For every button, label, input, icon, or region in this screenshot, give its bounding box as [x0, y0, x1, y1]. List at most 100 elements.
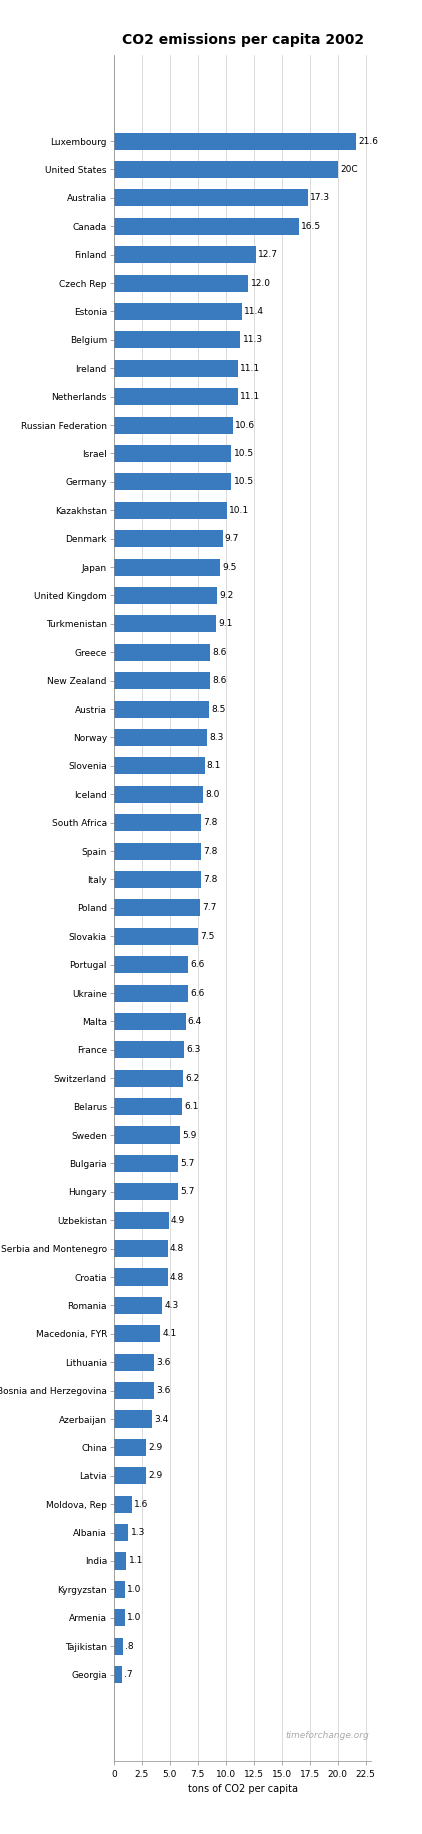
Bar [114, 246, 256, 264]
Text: 8.5: 8.5 [211, 704, 226, 713]
Text: 6.6: 6.6 [190, 961, 204, 968]
Bar [114, 1524, 128, 1541]
Bar [114, 275, 248, 292]
Bar [114, 1069, 183, 1088]
Bar [114, 389, 238, 405]
Text: 4.3: 4.3 [164, 1300, 179, 1309]
Bar [114, 332, 241, 348]
Bar [114, 1552, 126, 1570]
Text: .7: .7 [124, 1671, 133, 1680]
Bar [114, 446, 231, 462]
Text: 7.8: 7.8 [203, 847, 218, 855]
Bar [114, 1042, 184, 1058]
Text: 5.7: 5.7 [180, 1187, 195, 1196]
Bar [114, 161, 338, 178]
Bar [114, 218, 299, 235]
Bar [114, 757, 205, 774]
Text: 9.5: 9.5 [222, 563, 237, 572]
Text: 11.3: 11.3 [243, 336, 263, 345]
Bar [114, 473, 231, 490]
Bar [114, 814, 201, 831]
Text: 7.8: 7.8 [203, 818, 218, 827]
Text: 8.0: 8.0 [206, 790, 220, 800]
Bar [114, 1410, 152, 1427]
Text: 17.3: 17.3 [310, 193, 330, 202]
Bar [114, 587, 217, 603]
Bar [114, 1126, 180, 1144]
Text: 10.5: 10.5 [234, 449, 254, 458]
Text: 3.6: 3.6 [157, 1387, 171, 1396]
Text: 10.1: 10.1 [229, 506, 249, 515]
Bar [114, 899, 200, 917]
Bar [114, 671, 210, 690]
Text: 4.9: 4.9 [171, 1216, 185, 1225]
Bar [114, 1099, 182, 1115]
Bar [114, 728, 207, 746]
Text: 6.6: 6.6 [190, 989, 204, 998]
Text: 10.6: 10.6 [235, 420, 255, 429]
Text: timeforchange.org: timeforchange.org [285, 1731, 369, 1740]
Text: 12.7: 12.7 [258, 249, 279, 259]
Bar [114, 416, 233, 433]
Text: 7.8: 7.8 [203, 875, 218, 884]
Text: 1.6: 1.6 [134, 1500, 149, 1509]
Text: 6.4: 6.4 [188, 1016, 202, 1025]
Text: 5.7: 5.7 [180, 1159, 195, 1168]
Text: 11.1: 11.1 [241, 392, 260, 402]
Text: 20C: 20C [340, 165, 358, 174]
Bar [114, 1638, 123, 1654]
Text: 11.1: 11.1 [241, 363, 260, 372]
Text: 6.3: 6.3 [187, 1045, 201, 1055]
Text: 7.5: 7.5 [200, 932, 214, 941]
Text: 16.5: 16.5 [301, 222, 321, 231]
Text: 7.7: 7.7 [203, 904, 217, 911]
X-axis label: tons of CO2 per capita: tons of CO2 per capita [188, 1784, 298, 1794]
Text: 8.3: 8.3 [209, 734, 223, 743]
Text: 10.5: 10.5 [234, 477, 254, 486]
Bar [114, 1269, 168, 1286]
Bar [114, 1240, 168, 1256]
Bar [114, 559, 220, 576]
Bar [114, 1467, 146, 1484]
Text: 6.1: 6.1 [184, 1102, 199, 1111]
Text: 4.8: 4.8 [170, 1273, 184, 1282]
Bar [114, 1326, 160, 1342]
Bar [114, 871, 201, 888]
Text: 21.6: 21.6 [358, 136, 378, 145]
Text: 3.4: 3.4 [154, 1414, 168, 1423]
Text: 2.9: 2.9 [149, 1471, 163, 1480]
Text: 4.1: 4.1 [162, 1330, 176, 1339]
Bar [114, 1383, 154, 1399]
Title: CO2 emissions per capita 2002: CO2 emissions per capita 2002 [122, 33, 364, 48]
Text: .8: .8 [125, 1641, 134, 1651]
Bar [114, 1581, 125, 1597]
Bar [114, 928, 198, 945]
Bar [114, 132, 356, 150]
Bar [114, 785, 203, 803]
Text: 3.6: 3.6 [157, 1357, 171, 1366]
Bar [114, 189, 308, 207]
Bar [114, 1155, 178, 1172]
Text: 11.4: 11.4 [244, 306, 264, 315]
Text: 9.1: 9.1 [218, 620, 233, 629]
Bar [114, 1183, 178, 1199]
Bar [114, 1608, 125, 1627]
Bar [114, 530, 222, 547]
Bar [114, 503, 227, 519]
Text: 1.0: 1.0 [127, 1585, 142, 1594]
Text: 8.1: 8.1 [207, 761, 221, 770]
Bar [114, 1012, 186, 1031]
Bar [114, 985, 188, 1001]
Bar [114, 701, 209, 717]
Text: 5.9: 5.9 [182, 1130, 197, 1139]
Text: 8.6: 8.6 [212, 677, 227, 686]
Bar [114, 616, 216, 633]
Bar [114, 1497, 132, 1513]
Text: 8.6: 8.6 [212, 647, 227, 657]
Text: 4.8: 4.8 [170, 1243, 184, 1253]
Bar [114, 1665, 122, 1684]
Bar [114, 842, 201, 860]
Text: 1.1: 1.1 [128, 1557, 143, 1566]
Bar [114, 1353, 154, 1370]
Bar [114, 956, 188, 974]
